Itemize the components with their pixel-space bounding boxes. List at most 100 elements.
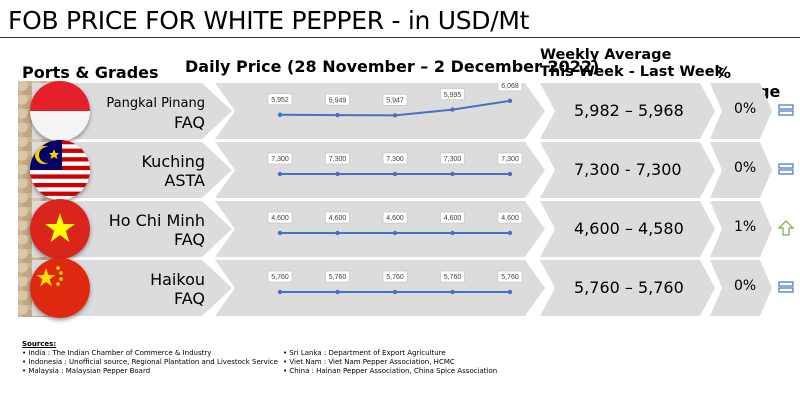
data-label: 5,760 xyxy=(444,274,462,281)
china-flag-icon xyxy=(30,258,90,318)
data-label: 5,760 xyxy=(501,274,519,281)
data-label-box xyxy=(325,270,350,283)
data-label-box xyxy=(267,152,293,165)
data-label: 5,952 xyxy=(271,97,289,104)
port-label: Ho Chi Minh xyxy=(108,211,205,230)
data-label-box xyxy=(267,270,293,283)
equal-icon xyxy=(778,163,794,175)
source-item: India : The Indian Chamber of Commerce &… xyxy=(22,349,278,358)
port-name: Ho Chi Minh FAQ xyxy=(109,211,205,249)
data-point xyxy=(450,289,455,295)
percent-change-value: 0% xyxy=(734,278,757,294)
title-divider xyxy=(0,37,800,38)
data-label: 7,300 xyxy=(386,156,404,163)
data-point xyxy=(507,230,513,236)
data-point xyxy=(392,289,398,295)
data-label-box xyxy=(497,270,523,283)
weekly-average-cell xyxy=(540,142,715,198)
data-point xyxy=(392,230,398,236)
data-point xyxy=(277,171,283,177)
data-label: 4,600 xyxy=(271,215,289,222)
data-label-box xyxy=(497,152,523,165)
source-item: Sri Lanka : Department of Export Agricul… xyxy=(283,349,497,358)
source-item: China : Hainan Pepper Association, China… xyxy=(283,367,497,376)
data-label-box xyxy=(382,94,408,106)
data-label-box xyxy=(325,93,350,106)
data-label: 7,300 xyxy=(444,156,462,163)
data-label-box xyxy=(382,211,408,224)
daily-price-chart: 5,952 5,949 5,947 5,995 6,068 xyxy=(267,83,523,118)
grade-label: FAQ xyxy=(174,113,205,132)
data-label: 7,300 xyxy=(271,156,289,163)
table-row: Ho Chi Minh FAQ 4,600 4,600 4,600 4,600 4,60… xyxy=(20,199,800,259)
data-point xyxy=(507,98,513,104)
data-label-box xyxy=(267,93,293,106)
percent-change-value: 1% xyxy=(734,219,757,235)
daily-price-cell xyxy=(215,260,545,316)
data-point xyxy=(507,289,513,295)
data-label: 5,995 xyxy=(444,92,462,99)
data-point xyxy=(335,230,340,236)
data-label-box xyxy=(497,211,523,224)
data-label: 5,947 xyxy=(386,98,404,105)
data-label: 4,600 xyxy=(501,215,519,222)
grade-label: FAQ xyxy=(174,289,205,308)
data-label: 7,300 xyxy=(329,156,347,163)
data-label-box xyxy=(382,270,408,283)
port-label: Haikou xyxy=(150,270,205,289)
indonesia-flag-icon xyxy=(30,81,90,141)
daily-price-cell xyxy=(215,83,545,139)
weekly-average-value: 4,600 – 4,580 xyxy=(574,219,684,238)
data-label-box xyxy=(440,88,465,100)
daily-price-chart: 5,760 5,760 5,760 5,760 5,760 xyxy=(267,270,523,295)
source-item: Viet Nam : Viet Nam Pepper Association, … xyxy=(283,358,497,367)
data-label: 4,600 xyxy=(329,215,347,222)
data-label-box xyxy=(325,152,350,165)
data-label-box xyxy=(382,152,408,165)
malaysia-flag-icon xyxy=(30,140,90,200)
sources-right: Sri Lanka : Department of Export Agricul… xyxy=(283,349,497,376)
data-point xyxy=(450,230,455,236)
port-label: Kuching xyxy=(141,152,205,171)
data-label: 7,300 xyxy=(501,156,519,163)
data-label-box xyxy=(440,152,465,165)
grade-label: ASTA xyxy=(164,171,205,190)
weekly-average-cell xyxy=(540,83,715,139)
data-point xyxy=(277,112,283,117)
malaysia-flag-graphic xyxy=(30,140,90,200)
grade-label: FAQ xyxy=(174,230,205,249)
data-label-box xyxy=(267,211,293,224)
header-daily-price: Daily Price (28 November – 2 December 20… xyxy=(185,57,600,76)
china-flag-graphic xyxy=(30,258,90,318)
table-row: Kuching ASTA 7,300 7,300 7,300 7,300 7,300 7… xyxy=(20,140,800,200)
data-label-box xyxy=(440,270,465,283)
header-weekly-line1: Weekly Average xyxy=(540,47,672,63)
page-title: FOB PRICE FOR WHITE PEPPER - in USD/Mt xyxy=(8,6,530,35)
table-row: Haikou FAQ 5,760 5,760 5,760 5,760 5,760 5,7… xyxy=(20,258,800,318)
data-point xyxy=(335,171,340,177)
percent-change-value: 0% xyxy=(734,101,757,117)
vietnam-flag-graphic xyxy=(30,199,90,259)
source-item: Indonesia : Unofficial source, Regional … xyxy=(22,358,278,367)
data-point xyxy=(507,171,513,177)
data-point xyxy=(450,171,455,177)
daily-price-chart: 7,300 7,300 7,300 7,300 7,300 xyxy=(267,152,523,177)
data-point xyxy=(277,289,283,295)
daily-price-chart: 4,600 4,600 4,600 4,600 4,600 xyxy=(267,211,523,236)
data-point xyxy=(392,171,398,177)
equal-icon xyxy=(778,281,794,293)
daily-price-cell xyxy=(215,201,545,257)
equal-icon xyxy=(778,104,794,116)
data-label: 6,068 xyxy=(501,83,519,90)
data-point xyxy=(335,289,340,295)
header-ports-grades: Ports & Grades xyxy=(22,63,159,82)
sources-heading: Sources: xyxy=(22,340,57,348)
data-label: 4,600 xyxy=(444,215,462,222)
up-arrow-icon xyxy=(777,220,795,236)
data-point xyxy=(335,112,340,118)
port-name: Pangkal Pinang FAQ xyxy=(106,94,205,132)
data-label-box xyxy=(325,211,350,224)
header-weekly-average: Weekly Average This Week - Last Week xyxy=(540,47,724,81)
weekly-average-value: 5,982 – 5,968 xyxy=(574,101,684,120)
data-point xyxy=(277,230,283,236)
